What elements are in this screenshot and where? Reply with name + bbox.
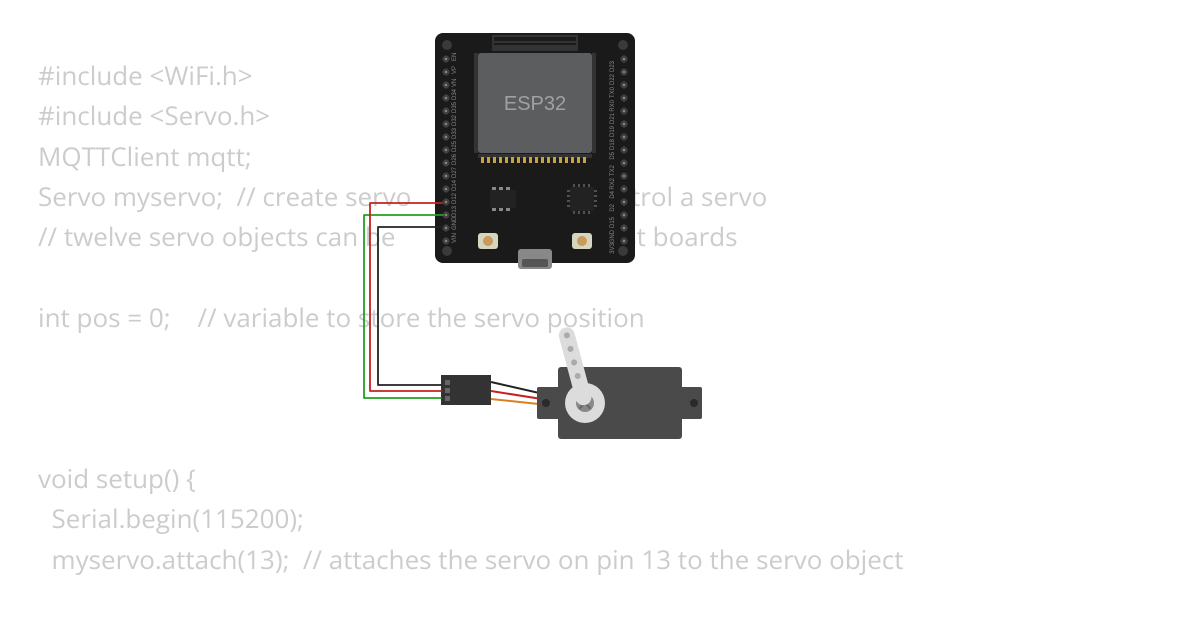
pin-labels-left: EN VP VND34D35D32D33D25D26D27D14D12D13GND V…: [452, 53, 458, 243]
svg-text:D12: D12: [452, 192, 458, 204]
svg-text:D27: D27: [452, 166, 458, 178]
svg-text:D23: D23: [610, 60, 616, 72]
wire-green: [364, 215, 443, 398]
svg-text:GND: GND: [610, 229, 616, 243]
pin-header-right: [621, 56, 627, 244]
servo-motor: [537, 326, 702, 439]
chip-label: ESP32: [504, 93, 566, 115]
svg-text:TX0: TX0: [610, 86, 616, 98]
svg-text:VIN: VIN: [452, 233, 458, 243]
wires: [364, 203, 443, 398]
svg-text:VN: VN: [452, 79, 458, 87]
esp32-board: ESP32 ENVPVND34D35D32D33D25D26D27D14D12D…: [435, 33, 635, 269]
svg-text:D4: D4: [610, 190, 616, 198]
svg-text:3V3: 3V3: [610, 242, 616, 253]
svg-text:D5: D5: [610, 151, 616, 159]
reset-button: [572, 233, 592, 249]
svg-text:D22: D22: [610, 73, 616, 85]
svg-text:RX2: RX2: [610, 177, 616, 189]
wiring-diagram: ESP32 ENVPVND34D35D32D33D25D26D27D14D12D…: [0, 15, 1200, 630]
svg-text:D33: D33: [452, 127, 458, 139]
wire-black: [378, 227, 443, 385]
pin-header-left: [443, 56, 449, 244]
svg-text:EN: EN: [452, 53, 458, 61]
svg-text:D25: D25: [452, 140, 458, 152]
svg-text:D34: D34: [452, 88, 458, 100]
svg-text:D14: D14: [452, 179, 458, 191]
svg-text:RX0: RX0: [610, 99, 616, 111]
svg-text:D18: D18: [610, 138, 616, 150]
svg-text:D32: D32: [452, 114, 458, 126]
wire-red: [370, 203, 442, 391]
svg-text:D15: D15: [610, 216, 616, 228]
boot-button: [478, 233, 498, 249]
svg-text:D13: D13: [452, 205, 458, 217]
svg-text:GND: GND: [452, 216, 458, 230]
svg-text:D26: D26: [452, 153, 458, 165]
pin-labels-right: D23D22TX0RX0D21D19D18D5 TX2RX2D4 D2 D15GND3…: [610, 60, 616, 253]
servo-connector: [441, 375, 548, 405]
svg-text:D35: D35: [452, 101, 458, 113]
svg-text:TX2: TX2: [610, 164, 616, 176]
svg-text:D21: D21: [610, 112, 616, 124]
svg-text:VP: VP: [452, 66, 458, 74]
svg-text:D19: D19: [610, 125, 616, 137]
svg-text:D2: D2: [610, 203, 616, 211]
usb-port: [518, 249, 552, 269]
